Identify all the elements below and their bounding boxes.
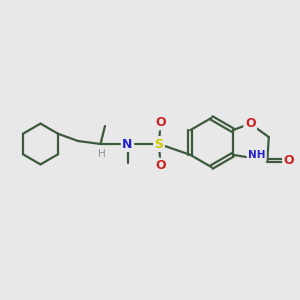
Text: N: N bbox=[122, 137, 133, 151]
Text: O: O bbox=[245, 117, 256, 130]
Text: O: O bbox=[155, 159, 166, 172]
Text: O: O bbox=[284, 154, 294, 167]
Text: O: O bbox=[155, 116, 166, 129]
Text: H: H bbox=[98, 149, 106, 160]
Text: S: S bbox=[154, 137, 164, 151]
Text: NH: NH bbox=[248, 150, 266, 160]
